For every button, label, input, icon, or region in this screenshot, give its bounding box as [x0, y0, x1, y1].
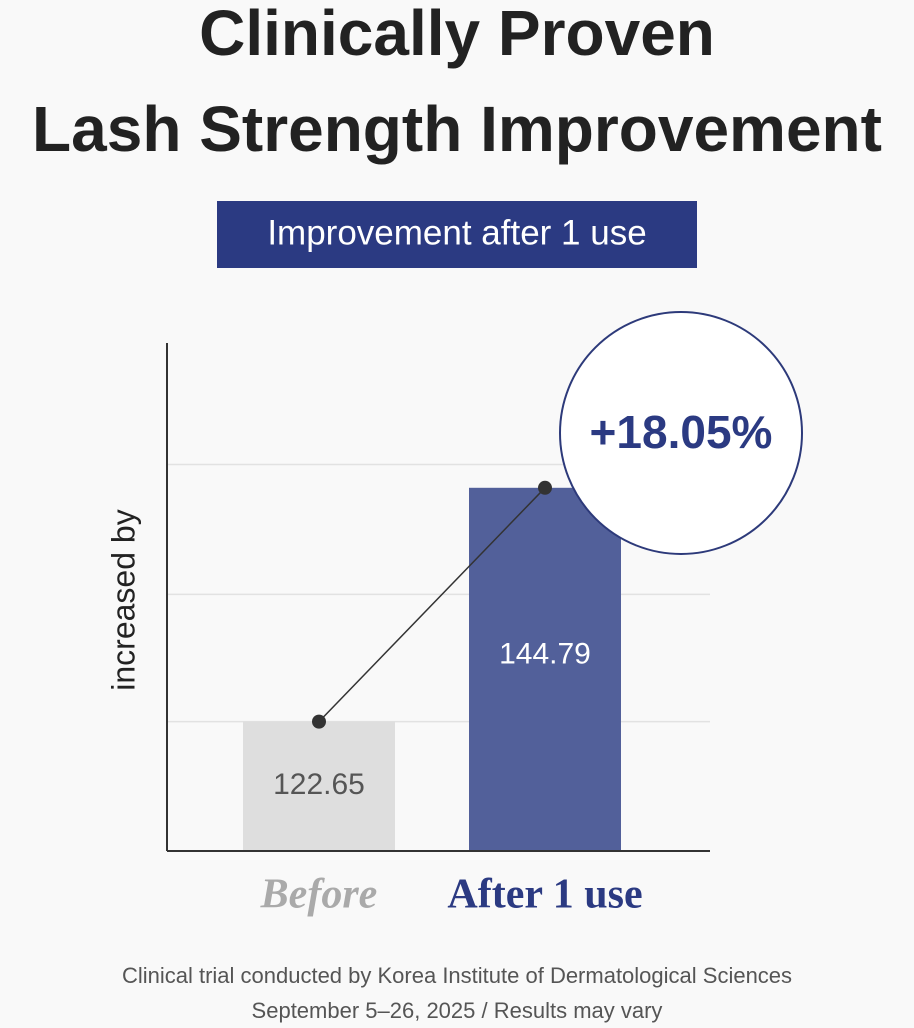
x-tick-label: After 1 use	[447, 872, 642, 918]
trend-point	[312, 714, 326, 729]
subtitle-badge	[217, 201, 697, 268]
bar	[243, 721, 395, 851]
value-label: 144.79	[499, 637, 591, 670]
bars: 122.65 144.79	[243, 487, 621, 851]
chart-title: Clinically Proven	[199, 0, 715, 69]
annotation-circle	[559, 311, 803, 555]
overlay	[312, 480, 552, 729]
footnote: Clinical trial conducted by Korea Instit…	[122, 963, 792, 988]
y-axis-label: increased by	[105, 509, 141, 690]
subtitle: Improvement after 1 use	[267, 213, 646, 252]
footnote: September 5–26, 2025 / Results may vary	[252, 998, 663, 1023]
trend-point	[538, 480, 552, 495]
x-tick-label: Before	[260, 872, 378, 918]
bar	[469, 487, 621, 851]
value-label: 122.65	[273, 768, 365, 801]
annotation: +18.05%	[590, 406, 773, 458]
trend-line	[318, 487, 546, 723]
chart-title: Lash Strength Improvement	[32, 93, 882, 165]
